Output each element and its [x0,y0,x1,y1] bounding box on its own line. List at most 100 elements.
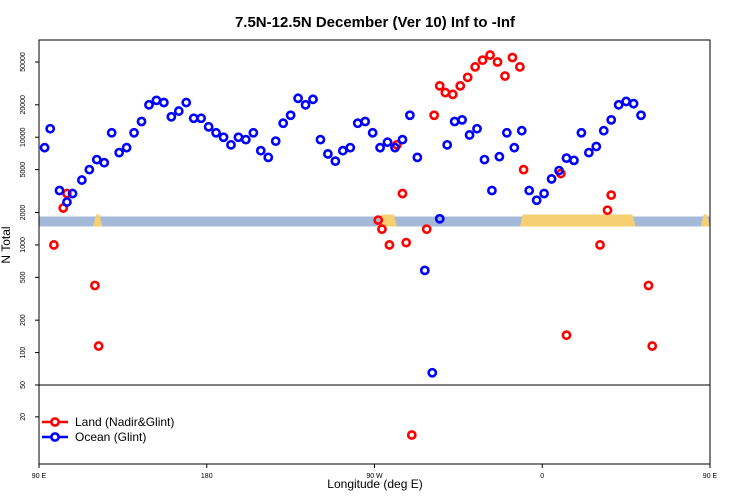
ocean-point [151,95,162,106]
ocean-point [188,113,199,124]
land-span [700,214,710,227]
ocean-point [226,139,236,150]
ocean-point [606,114,617,125]
ocean-point [45,123,56,134]
ocean-point [352,118,363,129]
ocean-point [583,147,594,158]
ocean-point [114,147,125,158]
ocean-point [569,155,579,166]
ocean-point [39,142,50,153]
data-points [39,50,658,440]
land-span [519,214,636,227]
ocean-point [427,367,438,378]
ocean-point [531,195,542,206]
ocean-point [367,127,378,138]
ocean-point [561,153,572,164]
land-point [434,80,445,91]
x-tick-label: 90 E [32,473,47,480]
legend: Land (Nadir&Glint)Ocean (Glint) [42,415,174,444]
ocean-point [240,134,251,145]
y-tick-label: 10000 [20,127,27,147]
ocean-point [516,125,527,136]
land-point-lower [406,430,417,440]
ocean-point [248,127,259,138]
ocean-point [405,110,415,121]
axes: 90 E 180 90 W 0 90 E 50000 20000 10000 5000 2000 1… [20,39,718,480]
land-point [500,71,510,81]
legend-label: Ocean (Glint) [75,430,146,444]
ocean-point [166,111,177,122]
land-point [377,224,387,235]
ocean-point [442,139,453,150]
ocean-point [181,97,192,108]
ocean-point [278,118,289,129]
x-tick-label: 90 W [366,473,383,480]
y-tick-label: 500 [20,271,27,283]
ocean-point [412,152,423,163]
ocean-point [54,185,65,196]
land-point [514,62,525,72]
y-tick-label: 1000 [20,237,27,253]
land-point [507,52,518,63]
ocean-point [598,125,609,136]
ocean-point [67,188,78,199]
land-point [373,215,384,225]
ocean-point [270,136,281,147]
ocean-point [121,142,132,153]
land-point [492,57,503,67]
legend-marker [50,417,60,427]
land-point [477,55,488,66]
land-point [602,205,613,216]
land-point [429,110,440,121]
ocean-point [337,145,348,156]
ocean-point [464,130,475,140]
y-tick-label: 2000 [20,205,27,221]
ocean-point [293,93,303,104]
y-tick-label: 5000 [20,162,27,178]
land-point [606,190,617,201]
ocean-point [457,114,468,125]
y-tick-label: 20000 [20,95,27,115]
ocean-point [129,127,139,138]
y-tick-label: 20 [20,413,27,421]
land-point [49,240,59,250]
ocean-point [315,134,326,145]
ocean-point [501,127,512,138]
ocean-point [99,157,110,168]
land-point [421,224,432,235]
land-span [93,214,103,227]
ocean-point [546,174,557,184]
x-tick-label: 180 [201,473,213,480]
ocean-point [196,113,207,124]
ocean-point [591,141,602,152]
ocean-point [84,164,95,175]
ocean-point [487,185,497,196]
plot-frame [38,39,711,465]
legend-label: Land (Nadir&Glint) [75,415,174,429]
land-point [455,80,466,91]
ocean-point [233,132,244,143]
ocean-point [360,116,371,127]
ocean-point [397,134,408,145]
land-point [647,341,658,351]
ocean-point [285,110,296,121]
land-point [595,240,605,250]
ocean-point [330,156,341,167]
land-point [447,89,458,100]
ocean-point [308,94,318,105]
ocean-point [76,175,87,185]
land-point [90,280,100,291]
y-tick-label: 50000 [20,52,27,72]
ocean-point [613,99,624,110]
ocean-point [554,165,564,176]
ocean-point [136,116,147,127]
y-tick-label: 100 [20,347,27,359]
ocean-point [628,98,639,109]
ocean-point [173,106,184,116]
ocean-point [419,265,430,276]
ocean-point [263,152,274,163]
chart-title: 7.5N-12.5N December (Ver 10) Inf to -Inf [235,14,516,31]
ocean-point [509,142,520,153]
ocean-point [91,154,102,165]
